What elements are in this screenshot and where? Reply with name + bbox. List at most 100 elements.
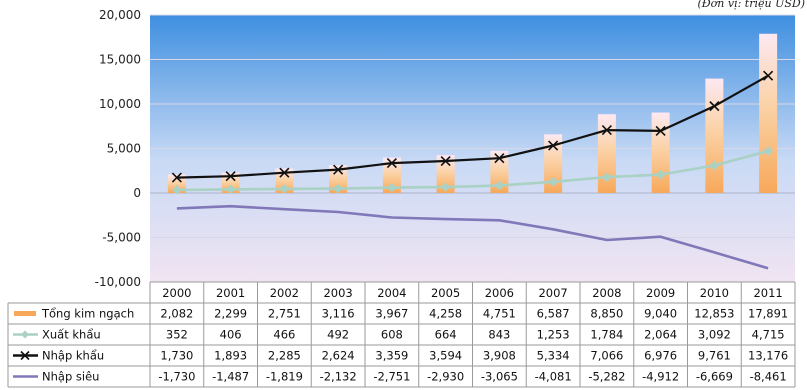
point <box>601 125 612 136</box>
data-label: 466 <box>273 328 295 342</box>
data-label: 1,253 <box>537 328 570 342</box>
data-label: 2,299 <box>214 307 247 321</box>
data-label: 12,853 <box>694 307 734 321</box>
point <box>387 182 397 193</box>
data-label: 352 <box>166 328 188 342</box>
point <box>333 183 343 194</box>
data-label: 2,624 <box>322 349 355 363</box>
legend-label: Nhập khẩu <box>42 349 104 363</box>
data-label: 1,730 <box>160 349 193 363</box>
data-label: 13,176 <box>748 349 788 363</box>
data-label: -2,132 <box>320 370 357 384</box>
data-label: 9,040 <box>644 307 677 321</box>
x-tick-label: 2006 <box>485 286 514 300</box>
x-tick-label: 2007 <box>538 286 567 300</box>
data-label: 3,594 <box>429 349 462 363</box>
data-label: 2,285 <box>268 349 301 363</box>
point <box>440 182 451 192</box>
data-label: 2,082 <box>160 307 193 321</box>
y-tick-label: -5,000 <box>102 231 141 245</box>
data-label: 2,751 <box>268 307 301 321</box>
point <box>494 180 505 191</box>
point <box>171 172 182 183</box>
x-tick-label: 2001 <box>216 286 245 300</box>
point <box>333 164 344 175</box>
bar <box>705 78 724 193</box>
x-tick-label: 2011 <box>753 286 782 300</box>
unit-note: (Đơn vị: triệu USD) <box>697 0 805 10</box>
point <box>548 177 558 187</box>
data-label: 3,908 <box>483 349 516 363</box>
point <box>602 172 612 182</box>
point <box>494 153 505 164</box>
point <box>279 184 290 194</box>
legend-label: Tổng kim ngạch <box>41 307 134 321</box>
data-label: 17,891 <box>748 307 788 321</box>
data-label: -3,065 <box>481 370 518 384</box>
bar <box>490 150 509 193</box>
data-label: 5,334 <box>537 349 570 363</box>
data-label: -2,930 <box>427 370 464 384</box>
legend-label: Nhập siêu <box>42 370 99 384</box>
series-line <box>176 149 769 192</box>
legend-marker <box>20 350 30 361</box>
data-label: -1,487 <box>212 370 249 384</box>
y-tick-label: 10,000 <box>99 97 141 111</box>
bar <box>275 168 294 193</box>
data-label: 6,587 <box>537 307 570 321</box>
data-label: -4,912 <box>642 370 679 384</box>
data-label: -1,730 <box>158 370 195 384</box>
x-tick-label: 2003 <box>323 286 352 300</box>
data-label: 4,751 <box>483 307 516 321</box>
legend-key <box>14 311 36 316</box>
y-tick-label: 15,000 <box>99 53 141 67</box>
data-label: 7,066 <box>590 349 623 363</box>
data-label: 406 <box>220 328 242 342</box>
x-tick-label: 2000 <box>162 286 191 300</box>
point <box>225 171 236 182</box>
y-tick-label: 20,000 <box>99 8 141 22</box>
data-label: -2,751 <box>373 370 410 384</box>
x-tick-label: 2010 <box>700 286 729 300</box>
data-label: 2,064 <box>644 328 677 342</box>
series-line <box>176 204 769 270</box>
data-label: 664 <box>435 328 457 342</box>
x-tick-label: 2009 <box>646 286 675 300</box>
data-label: -4,081 <box>535 370 572 384</box>
data-label: -5,282 <box>588 370 625 384</box>
x-tick-label: 2002 <box>270 286 299 300</box>
legend-label: Xuất khẩu <box>42 328 101 342</box>
series-line <box>176 74 769 179</box>
x-tick-label: 2004 <box>377 286 406 300</box>
data-label: 8,850 <box>590 307 623 321</box>
data-label: 6,976 <box>644 349 677 363</box>
legend-marker <box>21 330 29 339</box>
point <box>548 140 559 151</box>
data-label: -8,461 <box>750 370 787 384</box>
data-label: -6,669 <box>696 370 733 384</box>
point <box>279 167 290 178</box>
bar <box>329 165 348 193</box>
point <box>172 185 182 195</box>
bar <box>167 174 186 193</box>
point <box>655 169 666 180</box>
data-label: 492 <box>327 328 349 342</box>
data-label: 1,784 <box>590 328 623 342</box>
x-tick-label: 2005 <box>431 286 460 300</box>
data-label: 3,116 <box>322 307 355 321</box>
data-label: 1,893 <box>214 349 247 363</box>
bar <box>651 112 670 193</box>
y-tick-label: -10,000 <box>95 275 141 289</box>
point <box>440 155 451 167</box>
point <box>386 158 397 169</box>
data-label: 4,258 <box>429 307 462 321</box>
bar <box>759 33 778 194</box>
y-tick-label: 0 <box>133 186 141 200</box>
data-label: 608 <box>381 328 403 342</box>
point <box>709 101 720 112</box>
data-label: 4,715 <box>752 328 785 342</box>
point <box>655 125 666 136</box>
point <box>225 184 236 195</box>
